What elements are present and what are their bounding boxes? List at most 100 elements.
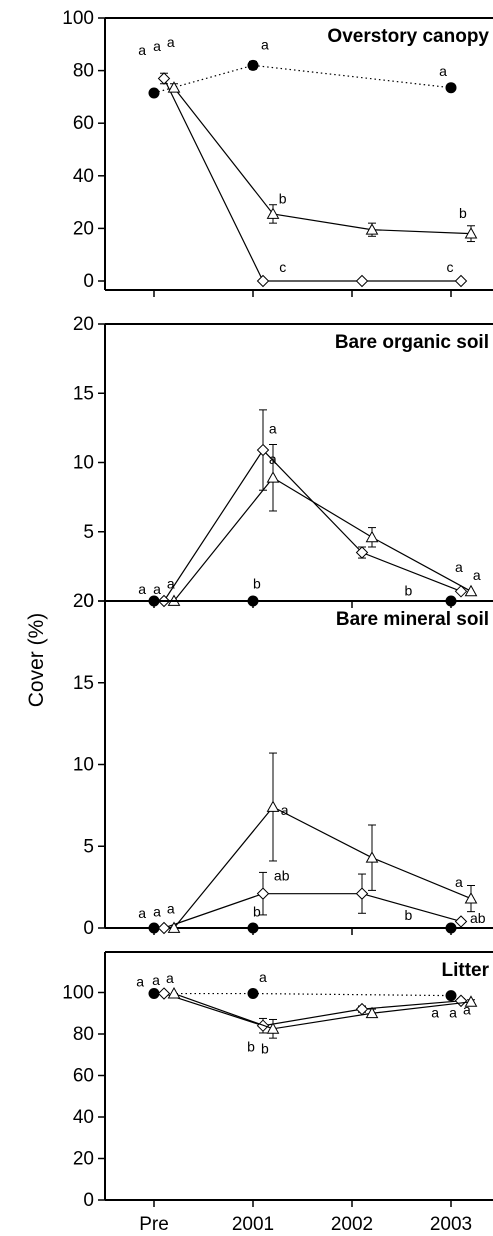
data-point-diamond (454, 274, 468, 288)
significance-letter: b (459, 205, 467, 221)
data-point-circle (247, 59, 259, 71)
y-tick-label: 80 (73, 1024, 94, 1045)
y-tick-label: 0 (83, 918, 94, 939)
x-tick-label: 2002 (331, 1214, 373, 1235)
x-tick-label: 2003 (430, 1214, 472, 1235)
panel-title: Bare organic soil (335, 332, 489, 353)
data-point-diamond (454, 585, 468, 598)
y-tick-label: 80 (73, 61, 94, 82)
series-line-triangle (173, 806, 472, 929)
data-point-diamond (454, 915, 468, 928)
y-tick-label: 20 (73, 591, 94, 612)
y-tick-label: 5 (83, 836, 94, 857)
significance-letter: a (138, 42, 146, 58)
data-point-diamond (157, 987, 171, 1000)
data-point-circle (445, 990, 457, 1002)
data-point-diamond (355, 887, 369, 900)
significance-letter: a (138, 581, 146, 597)
y-tick-label: 0 (83, 271, 94, 292)
data-point-diamond (256, 887, 270, 900)
significance-letter: a (167, 900, 175, 916)
data-point-triangle (464, 227, 478, 239)
y-tick-label: 5 (83, 522, 94, 543)
significance-letter: ab (274, 868, 290, 884)
significance-letter: a (152, 972, 160, 988)
y-tick-label: 10 (73, 453, 94, 474)
panel-title: Litter (442, 960, 490, 981)
series-line-diamond (163, 992, 462, 1027)
x-tick-label: 2001 (232, 1214, 274, 1235)
y-tick-label: 0 (83, 591, 94, 612)
y-tick-label: 0 (83, 1190, 94, 1211)
significance-letter: a (136, 973, 144, 989)
data-point-circle (247, 922, 259, 934)
data-point-diamond (256, 274, 270, 288)
significance-letter: a (473, 567, 481, 583)
significance-letter: a (166, 970, 174, 986)
series-line-circle (153, 64, 452, 94)
significance-letter: a (455, 874, 463, 890)
y-tick-label: 15 (73, 673, 94, 694)
significance-letter: a (153, 38, 161, 54)
x-tick-labels: Pre 2001 2002 2003 (139, 1214, 472, 1235)
significance-letter: a (449, 1004, 457, 1020)
data-point-triangle (464, 584, 478, 597)
series-line-diamond (163, 893, 462, 929)
y-tick-label: 20 (73, 1149, 94, 1170)
data-point-triangle (365, 223, 379, 235)
significance-letter: a (261, 37, 269, 53)
data-point-triangle (365, 530, 379, 543)
data-point-triangle (167, 987, 181, 999)
significance-letter: b (253, 576, 261, 592)
x-tick-label: Pre (139, 1214, 169, 1235)
significance-letter: a (167, 34, 175, 50)
series-line-circle (154, 992, 452, 997)
data-point-triangle (464, 995, 478, 1007)
data-point-triangle (365, 1006, 379, 1019)
significance-letter: a (269, 420, 277, 436)
series-line-diamond (163, 449, 462, 602)
significance-letter: b (405, 582, 413, 598)
data-point-circle (445, 82, 457, 94)
data-point-triangle (266, 800, 280, 812)
significance-letter: a (463, 1001, 471, 1017)
significance-letter: b (261, 1041, 269, 1057)
y-tick-label: 15 (73, 383, 94, 404)
y-tick-label: 20 (73, 314, 94, 335)
data-point-diamond (355, 274, 369, 288)
y-tick-label: 40 (73, 166, 94, 187)
data-point-diamond (256, 443, 270, 457)
data-point-triangle (266, 1022, 280, 1034)
significance-letter: a (269, 451, 277, 467)
data-point-triangle (167, 81, 181, 93)
y-tick-label: 10 (73, 755, 94, 776)
panel-title: Overstory canopy (327, 26, 489, 47)
significance-letter: b (279, 190, 287, 206)
data-point-circle (148, 922, 160, 934)
significance-letter: a (439, 63, 447, 79)
y-tick-label: 100 (62, 983, 94, 1004)
significance-letter: a (281, 802, 289, 818)
data-point-diamond (355, 546, 369, 559)
data-point-circle (247, 988, 259, 1000)
data-point-diamond (355, 1002, 369, 1016)
data-point-diamond (157, 921, 171, 935)
significance-letter: a (138, 905, 146, 921)
data-point-triangle (266, 207, 280, 219)
data-point-circle (148, 988, 160, 1000)
series-line-diamond (163, 78, 461, 282)
data-point-circle (148, 87, 160, 99)
series-line-triangle (173, 87, 472, 235)
significance-letter: a (153, 581, 161, 597)
significance-letter: c (279, 259, 286, 275)
series-line-triangle (173, 476, 472, 602)
data-point-triangle (365, 851, 379, 863)
data-point-triangle (266, 471, 280, 483)
significance-letter: a (167, 576, 175, 592)
significance-letter: ab (470, 910, 486, 926)
data-point-triangle (167, 921, 181, 933)
